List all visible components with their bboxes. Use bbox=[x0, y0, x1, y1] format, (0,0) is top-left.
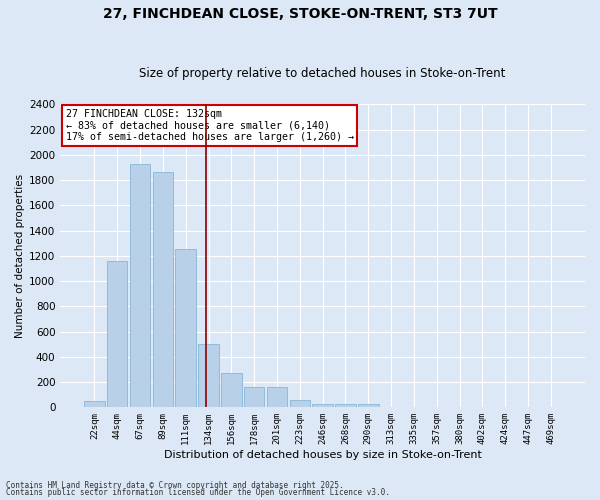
Text: 27, FINCHDEAN CLOSE, STOKE-ON-TRENT, ST3 7UT: 27, FINCHDEAN CLOSE, STOKE-ON-TRENT, ST3… bbox=[103, 8, 497, 22]
Bar bbox=[244, 387, 265, 407]
Text: Contains public sector information licensed under the Open Government Licence v3: Contains public sector information licen… bbox=[6, 488, 390, 497]
Text: 27 FINCHDEAN CLOSE: 132sqm
← 83% of detached houses are smaller (6,140)
17% of s: 27 FINCHDEAN CLOSE: 132sqm ← 83% of deta… bbox=[65, 109, 353, 142]
Bar bbox=[130, 164, 151, 408]
Bar bbox=[290, 400, 310, 407]
Bar bbox=[313, 404, 333, 407]
Bar bbox=[84, 401, 104, 407]
Title: Size of property relative to detached houses in Stoke-on-Trent: Size of property relative to detached ho… bbox=[139, 66, 506, 80]
Bar bbox=[175, 250, 196, 408]
X-axis label: Distribution of detached houses by size in Stoke-on-Trent: Distribution of detached houses by size … bbox=[164, 450, 482, 460]
Bar bbox=[221, 373, 242, 408]
Bar bbox=[335, 404, 356, 407]
Bar bbox=[267, 387, 287, 407]
Bar bbox=[381, 406, 401, 408]
Bar bbox=[198, 344, 219, 408]
Y-axis label: Number of detached properties: Number of detached properties bbox=[15, 174, 25, 338]
Text: Contains HM Land Registry data © Crown copyright and database right 2025.: Contains HM Land Registry data © Crown c… bbox=[6, 480, 344, 490]
Bar bbox=[152, 172, 173, 408]
Bar bbox=[107, 261, 127, 408]
Bar bbox=[358, 404, 379, 407]
